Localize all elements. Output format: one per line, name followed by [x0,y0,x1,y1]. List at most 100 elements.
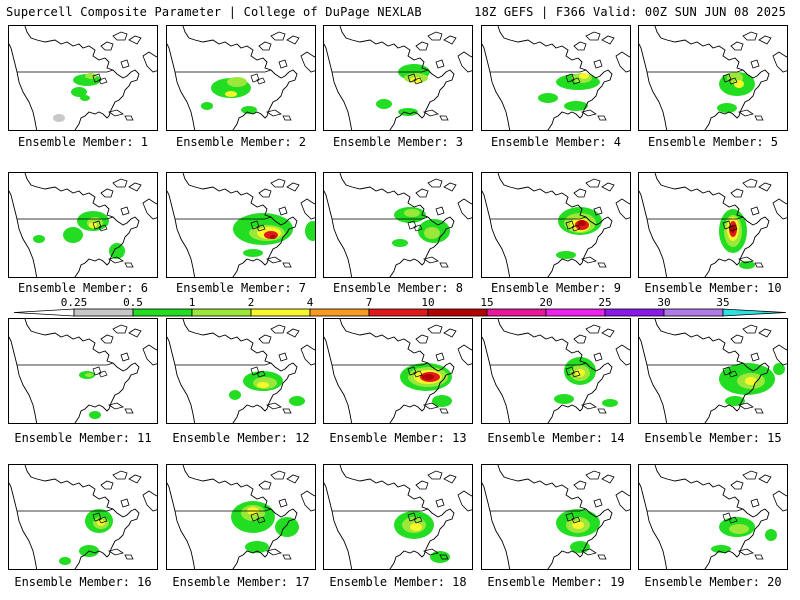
island-outline [128,474,142,484]
north-america-map [167,465,315,569]
coastline [639,26,770,130]
us-canada-border [647,508,744,512]
island-outline [573,334,587,344]
island-outline [585,470,601,480]
colorbar-segment [191,308,252,317]
island-outline [754,554,764,560]
island-outline [597,408,607,414]
colorbar-segment [486,308,547,317]
island-outline [258,188,272,198]
island-outline [300,51,315,73]
island-outline [415,188,429,198]
island-outline [124,554,134,560]
coastline [9,465,140,569]
island-outline [108,256,124,264]
island-outline [282,115,292,121]
color-scale-bar: 0.25 0.5 1 2 4 7 10 15 20 25 30 35 [13,296,787,317]
scp-shading [564,101,588,111]
scp-shading [711,545,731,553]
island-outline [758,35,772,45]
island-outline [754,262,764,268]
scp-shading [717,103,737,113]
island-outline [758,474,772,484]
north-america-map [9,319,157,423]
ensemble-map-panel [323,25,473,131]
island-outline [601,35,615,45]
island-outline [124,115,134,121]
scp-shading [89,222,97,228]
island-outline [601,182,615,192]
island-outline [286,474,300,484]
scp-shading [109,243,125,259]
ensemble-member-label: Ensemble Member: 16 [14,575,152,589]
us-canada-border [332,216,429,220]
colorbar-tick-label: 20 [539,296,552,309]
great-lakes-outline [256,224,266,232]
us-canada-border [647,362,744,366]
us-canada-border [490,362,587,366]
scp-shading [602,399,618,407]
great-lakes-outline [407,73,417,83]
island-outline [738,402,754,410]
us-canada-border [17,216,114,220]
island-outline [258,334,272,344]
coastline [324,319,455,423]
island-outline [439,554,449,560]
island-outline [443,182,457,192]
island-outline [581,548,597,556]
ensemble-map-panel [481,172,631,278]
scp-shading [734,80,744,88]
coastline [639,319,770,423]
scp-contours [717,72,755,113]
ensemble-member-label: Ensemble Member: 17 [172,575,310,589]
colorbar-segment [663,308,724,317]
great-lakes-outline [98,224,108,232]
great-lakes-outline [722,220,732,230]
island-outline [581,402,597,410]
island-outline [100,334,114,344]
island-outline [742,324,758,334]
ensemble-member-label: Ensemble Member: 7 [175,281,307,295]
north-america-map [639,26,787,130]
coastline [167,26,298,130]
ensemble-member-label: Ensemble Member: 11 [14,431,152,445]
island-outline [108,109,124,117]
scp-shading [729,524,749,534]
coastline [9,319,140,423]
scp-shading [404,209,420,217]
map-title: Supercell Composite Parameter | College … [6,5,422,19]
colorbar-tick-label: 0.5 [123,296,143,309]
ensemble-map-panel [166,25,316,131]
island-outline [278,59,288,69]
scp-contours [538,73,600,111]
scp-shading [578,220,586,226]
north-america-map [482,465,630,569]
ensemble-member-label: Ensemble Member: 4 [490,135,622,149]
ensemble-map-panel [166,172,316,278]
island-outline [142,344,157,366]
ensemble-map-panel [638,172,788,278]
island-outline [120,352,130,362]
us-canada-border [175,216,272,220]
great-lakes-outline [565,220,575,230]
ensemble-map-panel [8,172,158,278]
coastline [9,173,140,277]
island-outline [443,474,457,484]
great-lakes-outline [256,77,266,85]
north-america-map [9,173,157,277]
colorbar-tick-label: 25 [598,296,611,309]
us-canada-border [332,362,429,366]
ensemble-member-label: Ensemble Member: 13 [329,431,467,445]
north-america-map [324,173,472,277]
scp-shading [725,396,745,406]
ensemble-map-panel [638,318,788,424]
ensemble-map-panel [481,464,631,570]
colorbar-tick-label: 10 [421,296,434,309]
us-canada-border [175,508,272,512]
colorbar-tick-label: 35 [716,296,729,309]
coastline [9,26,140,130]
island-outline [750,59,760,69]
great-lakes-outline [250,512,260,522]
island-outline [601,328,615,338]
colorbar-segment [427,308,488,317]
